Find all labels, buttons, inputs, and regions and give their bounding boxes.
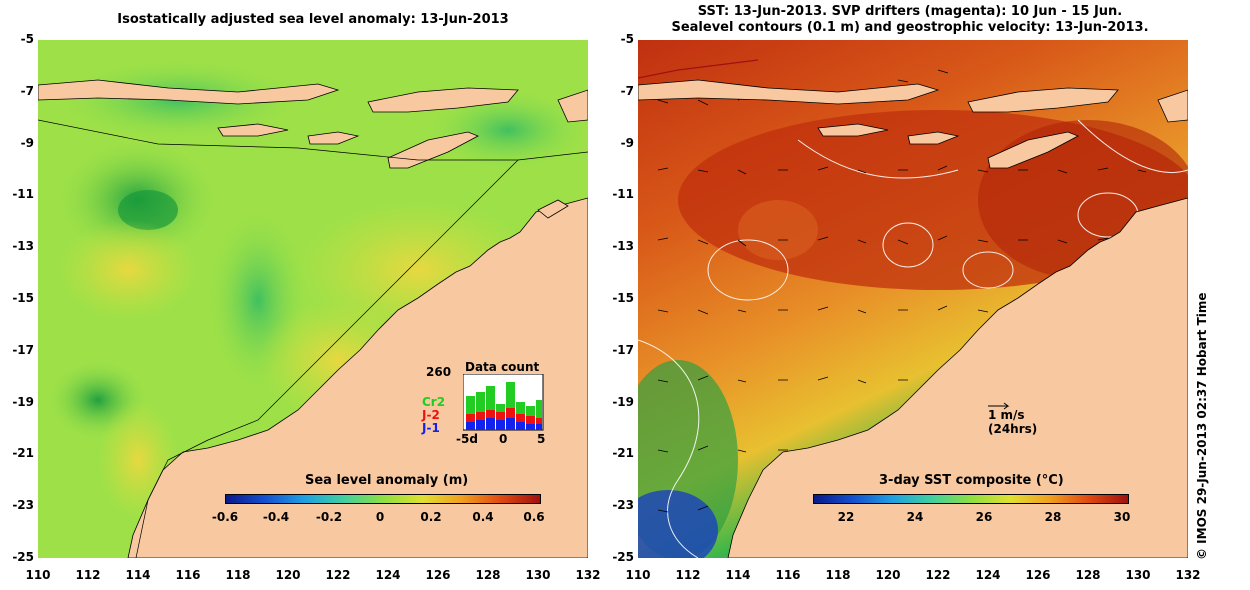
right-y-tick-label: -25 <box>612 550 634 564</box>
right-map-title-line2: Sealevel contours (0.1 m) and geostrophi… <box>671 20 1149 35</box>
right-y-tick-label: -11 <box>612 187 634 202</box>
right-y-tick-label: -5 <box>620 32 634 46</box>
left-y-tick-label: -19 <box>12 394 34 409</box>
right-x-tick-label: 110 <box>625 568 651 582</box>
data-count-x-tick-end: 5 <box>537 432 546 446</box>
sla-colorbar-title: Sea level anomaly (m) <box>305 473 469 488</box>
bar-group <box>466 382 542 430</box>
sla-colorbar-tick-1: -0.6 <box>211 510 239 524</box>
sst-field <box>638 40 1188 558</box>
sea-level-anomaly-map: Data count 260 Cr2 J-2 J-1 -5d 0 5 Sea l… <box>38 40 588 558</box>
sst-map: 1 m/s (24hrs) 3-day SST composite (°C) 2… <box>638 40 1188 558</box>
right-y-tick-label: -9 <box>620 135 634 150</box>
left-x-tick-label: 126 <box>425 568 451 582</box>
sst-colorbar-tick-1: 22 <box>837 510 855 524</box>
left-x-tick-label: 124 <box>375 568 401 582</box>
sst-colorbar-title: 3-day SST composite (°C) <box>879 473 1064 488</box>
legend-cr2: Cr2 <box>422 395 446 409</box>
right-map-title-line1: SST: 13-Jun-2013. SVP drifters (magenta)… <box>697 4 1123 19</box>
data-count-bars <box>463 374 544 431</box>
velocity-key-sublabel: (24hrs) <box>988 422 1038 436</box>
right-y-tick-label: -23 <box>612 498 634 513</box>
left-x-tick-label: 128 <box>475 568 501 582</box>
right-x-tick-label: 124 <box>975 568 1001 582</box>
right-x-tick-label: 122 <box>925 568 951 582</box>
sla-colorbar-tick-7: 0.6 <box>523 510 545 524</box>
sst-colorbar-tick-3: 26 <box>975 510 993 524</box>
sla-colorbar-tick-4: 0 <box>375 510 385 524</box>
imos-credit: © IMOS 29-Jun-2013 02:37 Hobart Time <box>1195 292 1209 560</box>
left-y-tick-label: -25 <box>12 550 34 564</box>
left-y-tick-label: -7 <box>20 83 34 98</box>
left-x-tick-label: 114 <box>125 568 151 582</box>
left-x-tick-label: 118 <box>225 568 251 582</box>
left-x-tick-label: 122 <box>325 568 351 582</box>
right-y-tick-label: -19 <box>612 394 634 409</box>
left-x-tick-label: 112 <box>75 568 101 582</box>
left-x-tick-label: 120 <box>275 568 301 582</box>
left-x-tick-label: 110 <box>25 568 51 582</box>
data-count-x-tick-zero: 0 <box>499 432 508 446</box>
right-x-tick-label: 114 <box>725 568 751 582</box>
right-y-tick-label: -17 <box>612 342 634 357</box>
sst-colorbar-tick-5: 30 <box>1113 510 1131 524</box>
sst-colorbar-tick-2: 24 <box>906 510 924 524</box>
left-y-tick-label: -5 <box>20 32 34 46</box>
sla-colorbar-tick-5: 0.2 <box>420 510 442 524</box>
sla-colorbar-tick-2: -0.4 <box>262 510 290 524</box>
left-x-tick-label: 116 <box>175 568 201 582</box>
left-y-tick-label: -9 <box>20 135 34 150</box>
sst-colorbar-tick-4: 28 <box>1044 510 1062 524</box>
geostrophic-velocity-arrows <box>657 69 1147 513</box>
right-x-tick-label: 126 <box>1025 568 1051 582</box>
left-y-tick-label: -23 <box>12 498 34 513</box>
right-x-tick-label: 112 <box>675 568 701 582</box>
sea-level-anomaly-field <box>38 40 588 558</box>
left-y-tick-label: -17 <box>12 342 34 357</box>
velocity-key-arrow <box>988 402 1010 410</box>
right-x-tick-label: 130 <box>1125 568 1151 582</box>
left-x-tick-label: 132 <box>575 568 601 582</box>
sst-colorbar <box>813 494 1129 504</box>
right-x-tick-label: 132 <box>1175 568 1201 582</box>
sla-colorbar-tick-6: 0.4 <box>472 510 494 524</box>
right-y-tick-label: -13 <box>612 239 634 254</box>
right-y-tick-label: -15 <box>612 291 634 305</box>
right-x-tick-label: 116 <box>775 568 801 582</box>
left-map-title: Isostatically adjusted sea level anomaly… <box>117 12 509 27</box>
left-y-tick-label: -21 <box>12 446 34 461</box>
data-count-title: Data count <box>465 360 540 374</box>
legend-j1: J-1 <box>422 421 440 435</box>
left-y-tick-label: -13 <box>12 239 34 254</box>
velocity-key-label: 1 m/s <box>988 408 1025 422</box>
right-y-tick-label: -21 <box>612 446 634 461</box>
left-x-tick-label: 130 <box>525 568 551 582</box>
right-x-tick-label: 128 <box>1075 568 1101 582</box>
data-count-x-tick-start: -5d <box>456 432 478 446</box>
left-y-tick-label: -11 <box>12 187 34 202</box>
sla-colorbar <box>225 494 541 504</box>
right-x-tick-label: 120 <box>875 568 901 582</box>
legend-j2: J-2 <box>422 408 440 422</box>
right-y-tick-label: -7 <box>620 83 634 98</box>
sla-colorbar-tick-3: -0.2 <box>315 510 343 524</box>
right-x-tick-label: 118 <box>825 568 851 582</box>
data-count-max-label: 260 <box>426 365 452 379</box>
left-y-tick-label: -15 <box>12 291 34 305</box>
